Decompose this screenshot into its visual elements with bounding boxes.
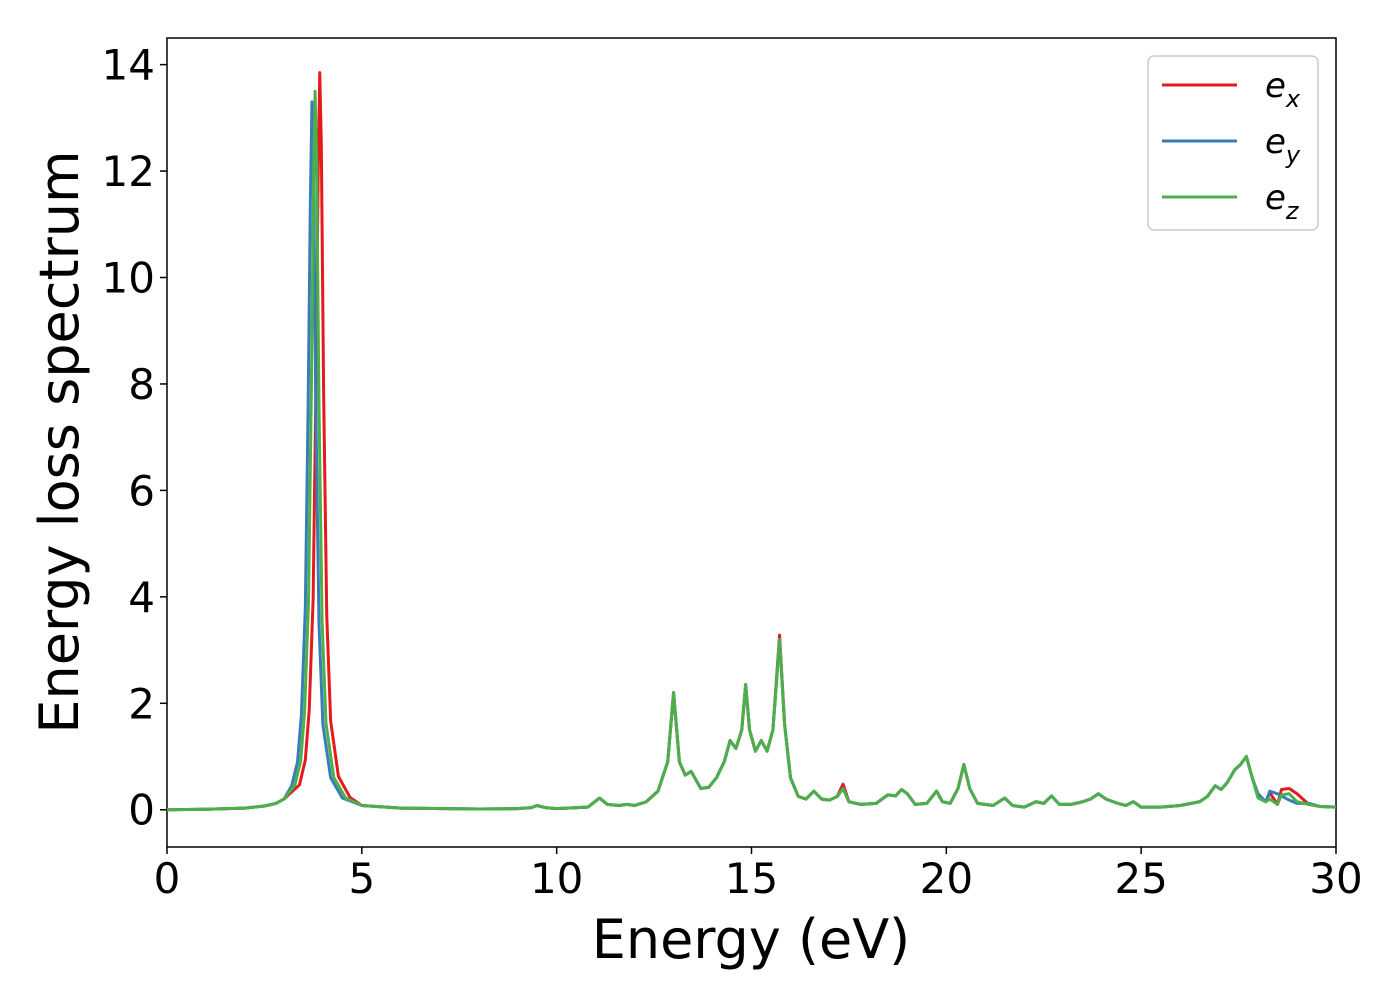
y-tick-label: 14 (102, 41, 155, 90)
legend-label-e_y: ey (1265, 122, 1301, 169)
y-axis-label: Energy loss spectrum (28, 150, 91, 733)
legend-label-e_z: ez (1265, 178, 1300, 225)
y-tick-label: 6 (128, 466, 155, 515)
x-axis-ticks: 0 5 10 15 20 25 30 (154, 847, 1363, 903)
x-tick-label: 15 (725, 854, 778, 903)
y-tick-label: 0 (128, 786, 155, 835)
y-tick-label: 12 (102, 147, 155, 196)
x-axis-label: Energy (eV) (592, 908, 911, 971)
y-axis-ticks: 0 2 4 6 8 10 12 14 (102, 41, 167, 835)
plot-area (166, 37, 1337, 848)
y-tick-label: 8 (128, 360, 155, 409)
legend-items: ex ey ez (1162, 66, 1301, 225)
x-tick-label: 5 (348, 854, 375, 903)
x-tick-label: 0 (154, 854, 181, 903)
series-line-e_z (166, 89, 1337, 812)
series-group (166, 71, 1337, 812)
y-tick-label: 4 (128, 573, 155, 622)
x-tick-label: 20 (920, 854, 973, 903)
x-tick-label: 30 (1309, 854, 1362, 903)
legend-box (1147, 55, 1319, 231)
x-tick-label: 10 (530, 854, 583, 903)
y-tick-label: 10 (102, 254, 155, 303)
y-tick-label: 2 (128, 679, 155, 728)
legend: ex ey ez (1147, 55, 1319, 231)
x-tick-label: 25 (1114, 854, 1167, 903)
legend-label-e_x: ex (1265, 66, 1301, 113)
